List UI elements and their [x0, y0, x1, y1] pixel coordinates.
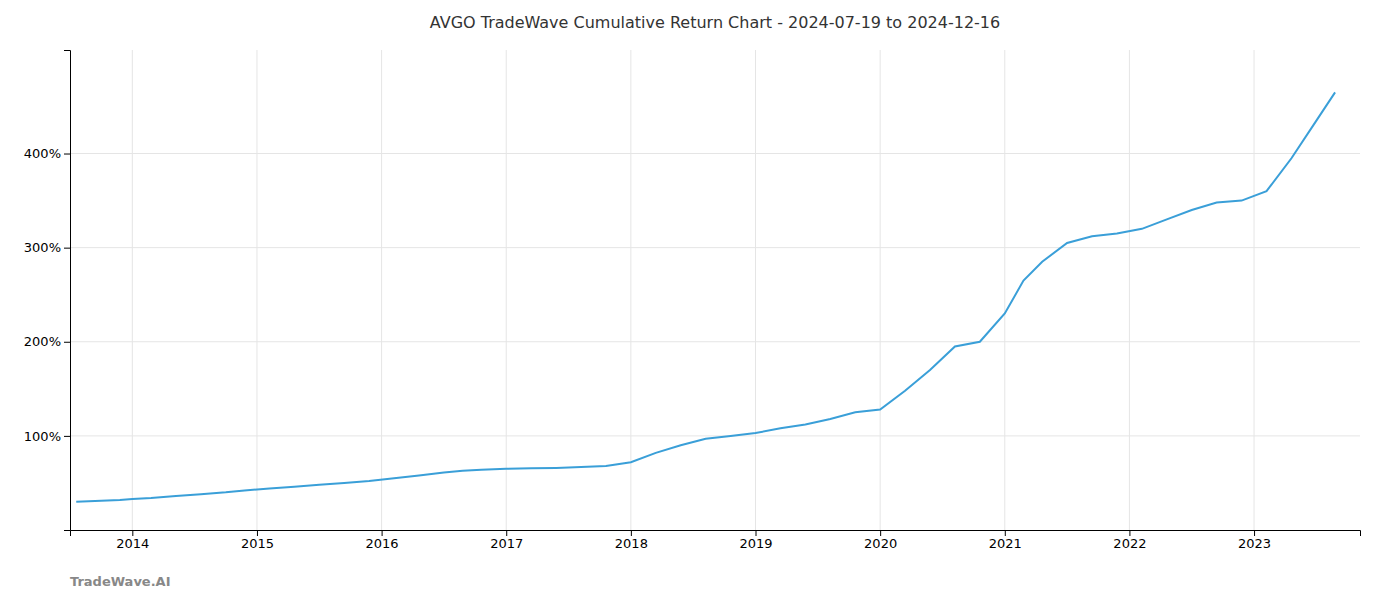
grid-line-x — [381, 50, 382, 530]
grid-line-x — [132, 50, 133, 530]
x-axis: 2014 2015 2016 2017 2018 2019 2020 2021 2022 2023 — [71, 530, 1361, 551]
marks — [76, 92, 1335, 501]
x-tick: 2017 — [490, 530, 523, 551]
y-tick-label: 200% — [24, 334, 61, 349]
y-tick-mark — [64, 248, 70, 249]
x-tick-mark — [257, 530, 258, 536]
x-tick-label: 2018 — [615, 536, 648, 551]
grid-line-y — [70, 153, 1360, 154]
grid-line-y — [70, 247, 1360, 248]
title: AVGO TradeWave Cumulative Return Chart -… — [430, 13, 1000, 32]
x-tick: 2020 — [864, 530, 897, 551]
x-tick: 2016 — [366, 530, 399, 551]
x-tick-mark — [1005, 530, 1006, 536]
y-tick: 100% — [24, 429, 70, 444]
x-tick: 2022 — [1113, 530, 1146, 551]
x-tick-label: 2017 — [490, 536, 523, 551]
grid-line-y — [70, 341, 1360, 342]
x-tick-label: 2016 — [366, 536, 399, 551]
y-tick-label: 400% — [24, 146, 61, 161]
x-tick-label: 2014 — [116, 536, 149, 551]
x-tick-mark — [756, 530, 757, 536]
x-tick-label: 2022 — [1113, 536, 1146, 551]
grid-line-x — [755, 50, 756, 530]
annotation: TradeWave.AI — [70, 574, 171, 589]
grid-line-x — [1254, 50, 1255, 530]
x-tick-mark — [880, 530, 881, 536]
chart: 2014 2015 2016 2017 2018 2019 2020 2021 2022 2023… — [0, 0, 1400, 600]
x-tick-mark — [1254, 530, 1255, 536]
y-tick: 300% — [24, 240, 70, 255]
x-tick: 2021 — [989, 530, 1022, 551]
x-tick-label: 2023 — [1238, 536, 1271, 551]
grid-line-x — [1129, 50, 1130, 530]
x-axis-line — [71, 531, 1361, 537]
grid-line-x — [1004, 50, 1005, 530]
grid-line-x — [256, 50, 257, 530]
y-tick-label: 300% — [24, 240, 61, 255]
grid-line-y — [70, 435, 1360, 436]
x-tick-label: 2019 — [739, 536, 772, 551]
x-tick-mark — [382, 530, 383, 536]
y-tick-mark — [64, 342, 70, 343]
x-tick: 2019 — [739, 530, 772, 551]
y-tick: 400% — [24, 146, 70, 161]
y-tick-label: 100% — [24, 429, 61, 444]
x-tick: 2023 — [1238, 530, 1271, 551]
x-tick-mark — [631, 530, 632, 536]
x-tick-mark — [1129, 530, 1130, 536]
x-tick-mark — [506, 530, 507, 536]
y-axis-line — [64, 51, 71, 531]
y-tick-mark — [64, 436, 70, 437]
grid — [70, 50, 1360, 530]
x-tick: 2014 — [116, 530, 149, 551]
line — [76, 92, 1335, 501]
x-tick: 2018 — [615, 530, 648, 551]
y-tick-mark — [64, 154, 70, 155]
x-tick: 2015 — [241, 530, 274, 551]
x-tick-label: 2020 — [864, 536, 897, 551]
grid-line-x — [506, 50, 507, 530]
y-axis: 100% 200% 300% 400% — [24, 51, 71, 531]
plot: 2014 2015 2016 2017 2018 2019 2020 2021 2022 2023… — [24, 50, 1361, 551]
grid-line-x — [880, 50, 881, 530]
y-tick: 200% — [24, 334, 70, 349]
x-tick-label: 2021 — [989, 536, 1022, 551]
x-tick-label: 2015 — [241, 536, 274, 551]
grid-line-x — [630, 50, 631, 530]
x-tick-mark — [132, 530, 133, 536]
